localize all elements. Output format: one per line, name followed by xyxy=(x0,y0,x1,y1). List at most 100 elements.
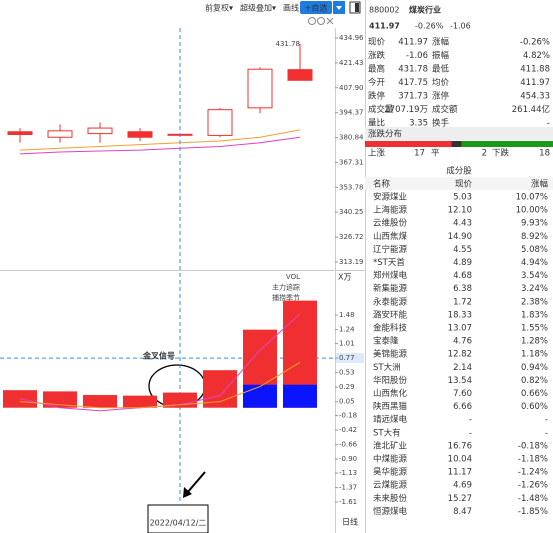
stock-change: 2.38% xyxy=(521,297,548,307)
stat-value: - xyxy=(547,119,550,129)
indicator-bar xyxy=(83,395,117,408)
stock-name[interactable]: 辽宁能源 xyxy=(373,244,408,255)
stat-label: 今开 xyxy=(368,77,386,88)
stock-name[interactable]: 靖远煤电 xyxy=(373,414,408,425)
stock-name[interactable]: 山西焦煤 xyxy=(373,231,408,242)
stock-change: -1.85% xyxy=(518,507,548,517)
candle-body xyxy=(207,109,233,136)
indicator-line xyxy=(19,361,301,409)
stock-price: 1.72 xyxy=(453,297,472,307)
add-watchlist-button[interactable] xyxy=(300,1,332,14)
moving-average xyxy=(19,129,301,151)
y-tick-label: 421.43 xyxy=(339,59,364,67)
stock-name[interactable]: 宝泰隆 xyxy=(373,336,399,347)
candle-body xyxy=(287,69,313,81)
stock-name[interactable]: 中煤能源 xyxy=(373,454,408,465)
toolbar-item[interactable]: 画线 xyxy=(283,3,299,13)
up-label: 上涨 xyxy=(368,148,386,159)
candle-body xyxy=(247,68,273,109)
stock-code: 880002 xyxy=(369,6,400,15)
stock-name[interactable]: 永泰能源 xyxy=(373,296,408,307)
stock-name[interactable]: *ST天首 xyxy=(373,257,405,268)
stock-change: 3.24% xyxy=(521,284,548,294)
add-watchlist-label: +自选 xyxy=(305,3,328,13)
toolbar-item[interactable]: 前复权▾ xyxy=(205,3,233,13)
stock-name[interactable]: 淮北矿业 xyxy=(373,440,407,451)
stat-label: 跌停 xyxy=(368,91,386,102)
stock-name[interactable]: 新集能源 xyxy=(373,283,408,294)
stock-name[interactable]: 金能科技 xyxy=(373,323,408,334)
stock-price: 2.14 xyxy=(453,363,472,373)
stock-change: - xyxy=(545,428,548,438)
y-tick-label: 394.37 xyxy=(339,109,364,117)
stock-name[interactable]: 潞安环能 xyxy=(373,309,408,320)
stat-value: -1.06 xyxy=(406,51,428,61)
y-tick-label: 0.53 xyxy=(339,369,355,377)
stock-price: 5.03 xyxy=(453,193,472,203)
y-tick-label: 1.01 xyxy=(339,340,355,348)
arrow xyxy=(186,471,206,494)
distribution-header-bg xyxy=(365,127,553,140)
stock-price: - xyxy=(469,415,472,425)
stock-name[interactable]: 山西焦化 xyxy=(373,388,408,399)
stock-change: 9.93% xyxy=(521,219,548,229)
stock-price: 15.27 xyxy=(448,494,472,504)
stock-price: 6.66 xyxy=(453,402,472,412)
stock-name[interactable]: 恒源煤电 xyxy=(373,506,408,517)
indicator-bar xyxy=(123,395,157,408)
indicator-bar xyxy=(243,384,277,408)
stock-name[interactable]: 华阳股份 xyxy=(373,375,408,386)
stock-price: 13.07 xyxy=(448,324,472,334)
stock-name[interactable]: 上海能源 xyxy=(373,205,408,216)
stock-name[interactable]: 云煤能源 xyxy=(373,480,408,491)
stock-name[interactable]: ST大洲 xyxy=(373,362,401,373)
layout-icon-fill xyxy=(355,3,359,12)
close-icon[interactable] xyxy=(326,17,334,25)
high-label: 431.78 xyxy=(276,40,301,48)
stat-value: 3.35 xyxy=(409,119,428,129)
stock-price: 18.33 xyxy=(448,310,472,320)
y-tick-label: 353.78 xyxy=(339,183,364,191)
candle-body xyxy=(47,130,73,138)
chart-icons xyxy=(308,17,334,25)
help-icon[interactable] xyxy=(317,17,325,25)
stock-name[interactable]: 郑州煤电 xyxy=(373,270,408,281)
y-tick-label: 380.84 xyxy=(339,134,364,142)
stock-name[interactable]: 云维股份 xyxy=(373,218,408,229)
stock-change: 1.28% xyxy=(521,337,548,347)
stat-label: 涨跌 xyxy=(368,50,386,61)
stock-change: 0.82% xyxy=(521,376,548,386)
stock-name[interactable]: ST大有 xyxy=(373,427,401,438)
y-tick-label: 407.90 xyxy=(339,84,364,92)
stock-name[interactable]: 陕西黑猫 xyxy=(373,401,408,412)
toolbar-item[interactable]: 超级叠加▾ xyxy=(240,3,276,13)
y-tick-label: -0.18 xyxy=(339,412,357,420)
y-tick-label: 313.19 xyxy=(339,258,364,266)
constituents-title: 成分股 xyxy=(446,166,472,177)
stat-label: 振幅 xyxy=(432,50,450,61)
stock-change: -1.48% xyxy=(518,494,548,504)
stock-price: 13.54 xyxy=(448,376,472,386)
layout-icon[interactable] xyxy=(349,1,361,14)
stock-name[interactable]: 美锦能源 xyxy=(373,349,408,360)
y-tick-label: 0.29 xyxy=(339,383,355,391)
candle-body xyxy=(87,127,113,135)
date-box xyxy=(147,504,209,533)
stock-name[interactable]: 昊华能源 xyxy=(373,467,408,478)
stat-value: 2707.19万 xyxy=(384,105,428,115)
stock-name[interactable]: 未来股份 xyxy=(373,493,408,504)
stock-price: 4.43 xyxy=(453,219,472,229)
stock-name[interactable]: 安源煤业 xyxy=(373,192,407,203)
settings-icon[interactable] xyxy=(308,17,316,25)
stat-value: 454.33 xyxy=(520,92,550,102)
stock-change: -1.26% xyxy=(518,481,548,491)
distribution-bar xyxy=(451,141,462,147)
dropdown-icon xyxy=(336,6,342,10)
stock-change: - xyxy=(545,415,548,425)
indicator-label: 捕捞季节 xyxy=(272,293,300,302)
stock-change: 0.60% xyxy=(521,402,548,412)
distribution-bar xyxy=(461,141,553,147)
distribution-bar xyxy=(365,141,452,147)
stat-label: 换手 xyxy=(432,118,450,129)
